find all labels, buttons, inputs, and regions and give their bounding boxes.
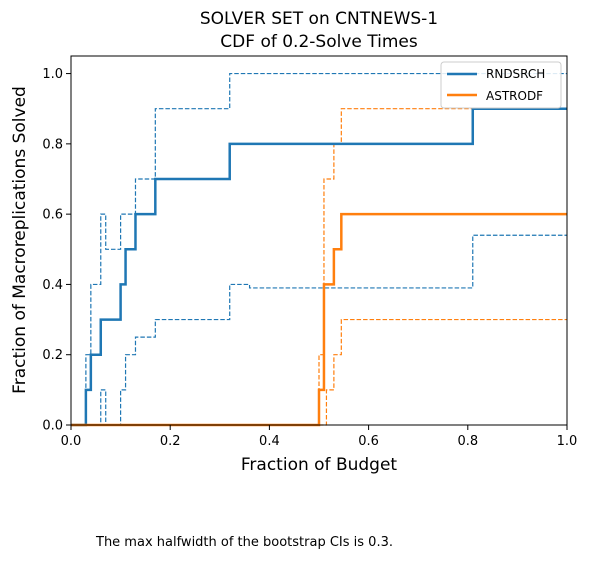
x-tick-label-0: 0.0: [61, 434, 82, 449]
x-tick-label-4: 0.8: [457, 434, 478, 449]
y-tick-label-1: 0.2: [42, 348, 63, 363]
plot-area: [71, 72, 567, 427]
y-axis: 0.0 0.2 0.4 0.6 0.8 1.0: [42, 67, 71, 434]
rndsrch-estimate-line: [71, 107, 567, 427]
x-tick-label-1: 0.2: [160, 434, 181, 449]
x-axis: 0.0 0.2 0.4 0.6 0.8 1.0: [61, 425, 578, 449]
y-tick-label-0: 0.0: [42, 419, 63, 434]
ci-footnote: The max halfwidth of the bootstrap CIs i…: [96, 535, 393, 550]
x-tick-label-5: 1.0: [557, 434, 578, 449]
legend-label-rndsrch: RNDSRCH: [486, 67, 545, 81]
astrodf-estimate-line: [71, 212, 567, 427]
legend-label-astrodf: ASTRODF: [486, 89, 543, 103]
y-tick-label-2: 0.4: [42, 278, 63, 293]
chart-title-line-2: CDF of 0.2-Solve Times: [220, 32, 418, 52]
chart-title-line-1: SOLVER SET on CNTNEWS-1: [200, 9, 438, 29]
rndsrch-ci-lower-line: [71, 234, 567, 426]
astrodf-ci-lower-line: [319, 318, 567, 426]
rndsrch-ci-upper-line: [71, 72, 567, 426]
y-tick-label-5: 1.0: [42, 67, 63, 82]
legend: RNDSRCH ASTRODF: [440, 61, 562, 109]
axes-frame: [70, 55, 568, 426]
y-tick-label-3: 0.6: [42, 208, 63, 223]
y-axis-label: Fraction of Macroreplications Solved: [10, 86, 30, 394]
y-tick-label-4: 0.8: [42, 137, 63, 152]
x-axis-label: Fraction of Budget: [241, 455, 398, 475]
x-tick-label-3: 0.6: [358, 434, 379, 449]
astrodf-ci-upper-line: [318, 108, 567, 425]
x-tick-label-2: 0.4: [259, 434, 280, 449]
